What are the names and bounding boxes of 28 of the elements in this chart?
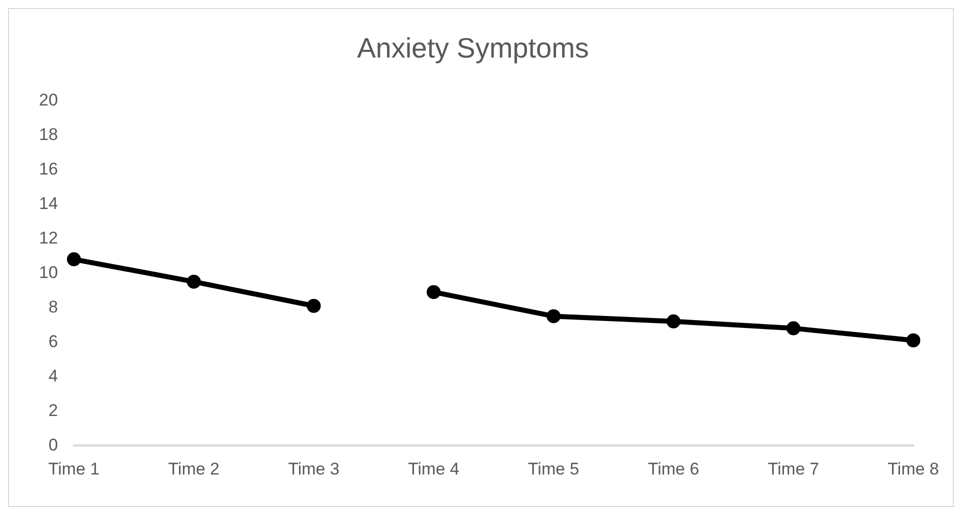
x-tick-label: Time 3	[288, 459, 340, 478]
x-tick-label: Time 6	[648, 459, 700, 478]
y-tick-label: 18	[38, 124, 58, 144]
y-tick-label: 4	[48, 366, 58, 386]
x-tick-label: Time 5	[528, 459, 580, 478]
y-tick-label: 10	[38, 262, 58, 282]
point	[546, 309, 561, 324]
y-tick-label: 20	[38, 90, 58, 110]
point	[906, 333, 920, 348]
x-tick-label: Time 4	[408, 459, 460, 478]
y-tick-label: 8	[48, 297, 58, 316]
point	[186, 274, 201, 289]
y-tick-label: 14	[38, 194, 58, 213]
y-tick-label: 6	[48, 332, 58, 351]
x-tick-label: Time 1	[48, 459, 100, 478]
y-tick-label: 16	[38, 159, 58, 178]
y-tick-label: 0	[48, 435, 58, 454]
x-tick-label: Time 7	[768, 459, 820, 478]
point	[66, 252, 81, 266]
y-tick-label: 2	[48, 400, 58, 420]
y-tick-label: 12	[38, 228, 58, 248]
point	[666, 314, 680, 328]
point	[786, 321, 800, 336]
x-tick-label: Time 2	[168, 459, 220, 478]
chart-title: Anxiety Symptoms	[357, 32, 589, 64]
x-tick-label: Time 8	[888, 459, 939, 478]
point	[306, 298, 321, 313]
point	[426, 285, 441, 300]
